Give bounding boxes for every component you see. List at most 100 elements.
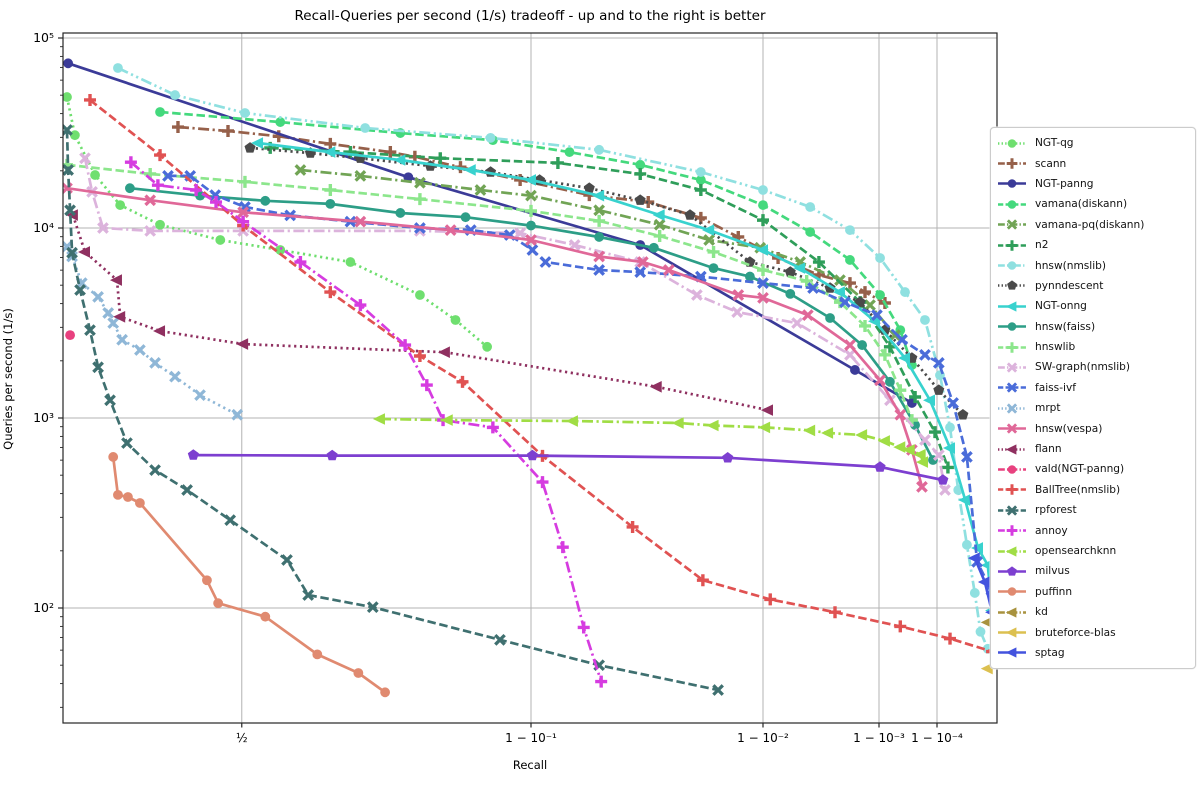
legend-label: NGT-qg (1035, 137, 1074, 150)
legend-marker-n2 (998, 239, 1026, 251)
legend-marker-faiss-ivf (998, 382, 1026, 394)
legend-marker-hnsw(faiss) (998, 322, 1026, 332)
legend-item-scann: scann (997, 153, 1189, 173)
series-vald(NGT-panng) (65, 330, 75, 341)
series-milvus (187, 449, 949, 485)
svg-text:10³: 10³ (33, 410, 54, 425)
legend-item-SW-graph(nmslib): SW-graph(nmslib) (997, 357, 1189, 377)
series-rpforest (63, 124, 724, 696)
legend-label: vamana-pq(diskann) (1035, 218, 1145, 231)
legend-item-annoy: annoy (997, 520, 1189, 540)
legend-label: BallTree(nmslib) (1035, 483, 1121, 496)
svg-text:1 − 10⁻³: 1 − 10⁻³ (853, 731, 905, 745)
legend-item-hnsw(faiss): hnsw(faiss) (997, 317, 1189, 337)
series-area (63, 58, 997, 698)
legend-item-puffinn: puffinn (997, 582, 1189, 602)
legend-marker-hnsw(nmslib) (998, 261, 1026, 270)
legend-item-opensearchknn: opensearchknn (997, 541, 1189, 561)
legend-marker-hnsw(vespa) (998, 423, 1026, 434)
legend-marker-SW-graph(nmslib) (998, 362, 1026, 373)
series-vamana(diskann) (155, 107, 917, 370)
series-NGT-qg (63, 92, 493, 352)
series-faiss-ivf (162, 170, 997, 597)
series-hnswlib (63, 158, 918, 427)
legend-label: SW-graph(nmslib) (1035, 361, 1131, 374)
legend-label: hnsw(nmslib) (1035, 259, 1107, 272)
series-hnsw(vespa) (63, 182, 928, 493)
legend-label: rpforest (1035, 504, 1077, 517)
series-hnsw(nmslib) (113, 63, 993, 654)
legend-label: opensearchknn (1035, 545, 1117, 557)
axis-ticks: ½ 1 − 10⁻¹ 1 − 10⁻² 1 − 10⁻³ 1 − 10⁻⁴ 10² 10³ 1… (33, 30, 963, 745)
legend-marker-NGT-onng (998, 301, 1026, 312)
series-hnsw(faiss) (125, 183, 938, 465)
series-NGT-onng (251, 137, 997, 617)
legend-item-NGT-panng: NGT-panng (997, 174, 1189, 194)
legend-item-NGT-onng: NGT-onng (997, 296, 1189, 316)
series-puffinn (108, 452, 390, 698)
legend-item-rpforest: rpforest (997, 500, 1189, 520)
svg-text:1 − 10⁻⁴: 1 − 10⁻⁴ (911, 731, 963, 745)
legend: NGT-qg scann NGT-panng vamana(diskann) vaman… (990, 127, 1196, 670)
legend-label: hnsw(vespa) (1035, 422, 1103, 435)
legend-marker-pynndescent (998, 280, 1026, 291)
legend-item-vamana-pq(diskann): vamana-pq(diskann) (997, 215, 1189, 235)
series-flann (65, 209, 774, 416)
legend-item-milvus: milvus (997, 561, 1189, 581)
legend-marker-milvus (998, 566, 1026, 576)
legend-label: hnswlib (1035, 341, 1076, 354)
legend-item-BallTree(nmslib): BallTree(nmslib) (997, 480, 1189, 500)
legend-marker-puffinn (998, 587, 1026, 597)
legend-marker-sptag (998, 647, 1026, 659)
legend-label: sptag (1035, 646, 1065, 659)
legend-marker-annoy (998, 525, 1026, 536)
legend-item-mrpt: mrpt (997, 398, 1189, 418)
legend-marker-opensearchknn (998, 545, 1026, 557)
legend-label: n2 (1035, 239, 1049, 252)
legend-item-bruteforce-blas: bruteforce-blas (997, 622, 1189, 642)
legend-item-vamana(diskann): vamana(diskann) (997, 194, 1189, 214)
legend-item-NGT-qg: NGT-qg (997, 133, 1189, 153)
legend-label: milvus (1035, 565, 1070, 578)
legend-label: mrpt (1035, 402, 1061, 415)
legend-item-vald(NGT-panng): vald(NGT-panng) (997, 459, 1189, 479)
legend-marker-mrpt (998, 403, 1026, 414)
legend-item-kd: kd (997, 602, 1189, 622)
legend-label: NGT-panng (1035, 177, 1094, 190)
legend-label: puffinn (1035, 585, 1073, 598)
x-axis-label: Recall (512, 758, 548, 772)
legend-item-sptag: sptag (997, 643, 1189, 663)
legend-item-faiss-ivf: faiss-ivf (997, 378, 1189, 398)
series-bruteforce-blas (980, 662, 993, 675)
legend-marker-flann (998, 443, 1026, 455)
series-opensearchknn (372, 413, 929, 468)
legend-marker-rpforest (998, 505, 1026, 516)
legend-item-hnsw(nmslib): hnsw(nmslib) (997, 255, 1189, 275)
legend-label: kd (1035, 606, 1048, 619)
svg-text:10⁴: 10⁴ (33, 220, 54, 235)
legend-label: bruteforce-blas (1035, 626, 1116, 639)
svg-text:10⁵: 10⁵ (33, 30, 54, 45)
legend-label: NGT-onng (1035, 300, 1087, 313)
svg-text:10²: 10² (33, 600, 54, 615)
legend-marker-bruteforce-blas (998, 627, 1026, 638)
svg-text:1 − 10⁻²: 1 − 10⁻² (737, 731, 789, 745)
svg-text:1 − 10⁻¹: 1 − 10⁻¹ (505, 731, 557, 745)
legend-marker-NGT-panng (998, 179, 1026, 189)
legend-item-n2: n2 (997, 235, 1189, 255)
svg-text:½: ½ (236, 731, 248, 745)
legend-marker-hnswlib (998, 341, 1026, 353)
legend-item-hnswlib: hnswlib (997, 337, 1189, 357)
legend-marker-vamana-pq(diskann) (998, 219, 1026, 230)
legend-item-pynndescent: pynndescent (997, 276, 1189, 296)
legend-label: flann (1035, 443, 1062, 456)
legend-label: annoy (1035, 524, 1068, 537)
series-kd (980, 616, 993, 629)
legend-marker-vamana(diskann) (998, 200, 1026, 209)
legend-label: scann (1035, 157, 1067, 170)
legend-label: vamana(diskann) (1035, 198, 1128, 211)
legend-marker-NGT-qg (998, 138, 1026, 148)
plot-border (62, 32, 998, 724)
